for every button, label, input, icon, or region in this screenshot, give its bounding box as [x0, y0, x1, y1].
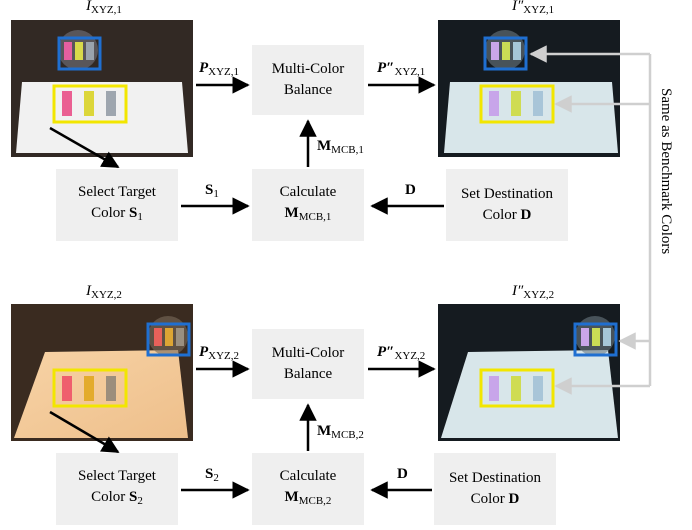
destination-box-1: Set Destination Color D: [446, 169, 568, 241]
d-label-1: D: [405, 182, 416, 198]
s-label-2: S2: [205, 466, 219, 484]
m-label-2: MMCB,2: [317, 423, 364, 441]
input-image-2-label: IXYZ,2: [86, 283, 122, 301]
p-out-label-1: P″XYZ,1: [377, 60, 426, 78]
input-image-1-label: IXYZ,1: [86, 0, 122, 16]
p-in-label-1: PXYZ,1: [199, 60, 240, 78]
output-image-2: [438, 304, 620, 441]
input-image-2: [11, 304, 193, 441]
arrow-input1-to-select1: [49, 126, 120, 169]
d-label-2: D: [397, 466, 408, 482]
p-out-label-2: P″XYZ,2: [377, 344, 426, 362]
calculate-box-1: Calculate MMCB,1: [252, 169, 364, 241]
m-label-1: MMCB,1: [317, 138, 364, 156]
select-target-box-1: Select Target Color S1: [56, 169, 178, 241]
calculate-box-2: Calculate MMCB,2: [252, 453, 364, 525]
output-image-2-label: I″XYZ,2: [512, 283, 555, 301]
balance-box-1: Multi-Color Balance: [252, 45, 364, 115]
output-image-1-label: I″XYZ,1: [512, 0, 555, 16]
input-image-1: [11, 20, 193, 157]
s-label-1: S1: [205, 182, 219, 200]
select-target-box-2: Select Target Color S2: [56, 453, 178, 525]
destination-box-2: Set Destination Color D: [434, 453, 556, 525]
p-in-label-2: PXYZ,2: [199, 344, 240, 362]
benchmark-connector: [529, 45, 652, 395]
output-image-1: [438, 20, 620, 157]
benchmark-side-label: Same as Benchmark Colors: [658, 88, 674, 255]
arrow-input2-to-select2: [49, 410, 120, 454]
balance-box-2: Multi-Color Balance: [252, 329, 364, 399]
